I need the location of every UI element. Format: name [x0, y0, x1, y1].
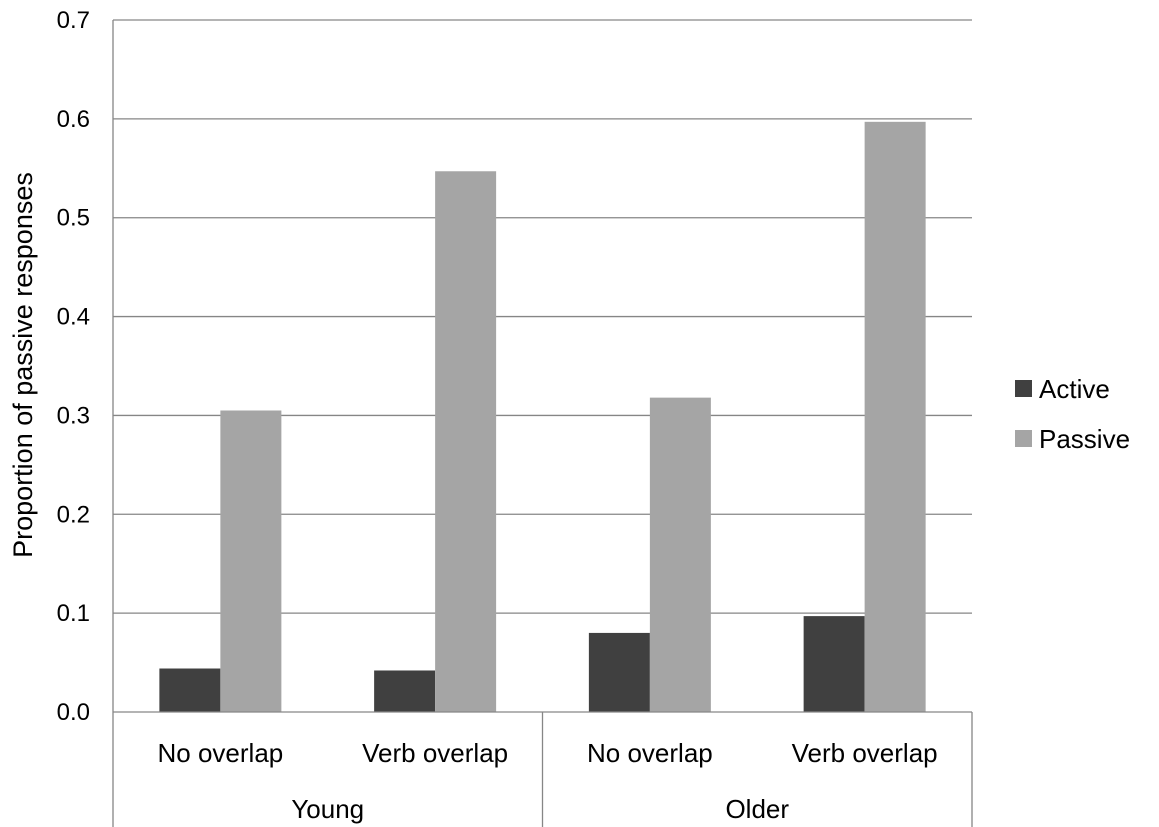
- bar-active: [159, 668, 221, 712]
- bar-passive: [649, 397, 711, 712]
- x-group-label: Older: [725, 794, 789, 824]
- y-tick-label: 0.3: [57, 402, 90, 429]
- bar-passive: [220, 410, 282, 712]
- legend: Active Passive: [1015, 374, 1130, 454]
- y-tick-label: 0.2: [57, 501, 90, 528]
- legend-label-passive: Passive: [1039, 424, 1130, 454]
- y-tick-label: 0.0: [57, 699, 90, 726]
- y-tick-label: 0.5: [57, 205, 90, 232]
- legend-swatch-active: [1015, 380, 1032, 397]
- legend-swatch-passive: [1015, 430, 1032, 447]
- x-group-label: Young: [291, 794, 364, 824]
- legend-label-active: Active: [1039, 374, 1110, 404]
- x-category-label: Verb overlap: [792, 738, 938, 768]
- y-tick-label: 0.1: [57, 600, 90, 627]
- y-tick-label: 0.6: [57, 106, 90, 133]
- bar-active: [374, 670, 436, 712]
- x-category-label: Verb overlap: [362, 738, 508, 768]
- axes: [112, 20, 973, 827]
- bar-active: [803, 616, 865, 712]
- x-category-label: No overlap: [158, 738, 284, 768]
- bar-passive: [435, 171, 497, 712]
- y-tick-label: 0.4: [57, 304, 90, 331]
- bar-passive: [864, 121, 926, 712]
- y-tick-label: 0.7: [57, 7, 90, 34]
- x-category-label: No overlap: [587, 738, 713, 768]
- bars: [159, 121, 926, 712]
- bar-active: [588, 632, 650, 712]
- y-axis-label: Proportion of passive responses: [8, 172, 38, 558]
- y-tick-labels: 0.0 0.1 0.2 0.3 0.4 0.5 0.6 0.7: [57, 7, 90, 726]
